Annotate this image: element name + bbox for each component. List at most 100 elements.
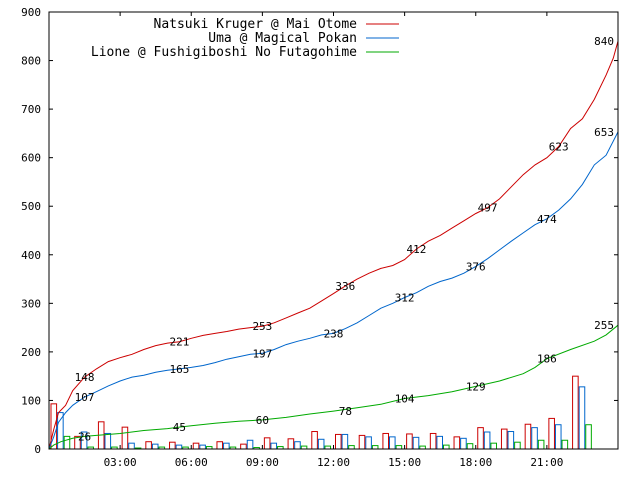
hourly-bar: [572, 375, 579, 450]
hourly-bar: [335, 433, 342, 450]
hourly-bar: [412, 436, 420, 450]
hourly-bar: [429, 432, 437, 450]
hourly-bar: [554, 424, 562, 450]
x-tick-label: 12:00: [317, 456, 350, 469]
data-label: 129: [466, 380, 486, 393]
y-tick-label: 300: [21, 297, 41, 310]
y-tick-label: 800: [21, 55, 41, 68]
data-label: 148: [75, 371, 95, 384]
hourly-bar: [490, 442, 498, 450]
hourly-bar: [578, 386, 586, 450]
series-line: [48, 40, 619, 450]
x-tick-label: 21:00: [530, 456, 563, 469]
hourly-bar: [199, 444, 206, 450]
data-label: 255: [594, 319, 614, 332]
data-label: 221: [169, 336, 189, 349]
hourly-bar: [389, 436, 396, 450]
legend-entry-label: Natsuki Kruger @ Mai Otome: [154, 17, 358, 32]
hourly-bar: [371, 445, 379, 450]
x-tick-label: 06:00: [175, 456, 208, 469]
data-label: 60: [256, 414, 269, 427]
y-tick-label: 0: [34, 443, 41, 456]
data-label: 840: [594, 35, 614, 48]
hourly-bar: [169, 441, 176, 450]
axes: 0 100 200 300 400 500 600 700 800 900 03:00 06:00 09…: [21, 6, 618, 469]
hourly-bar: [287, 438, 295, 450]
hourly-bar: [311, 431, 318, 450]
hourly-bar: [145, 441, 152, 450]
y-tick-label: 700: [21, 103, 41, 116]
data-label: 165: [169, 363, 189, 376]
x-tick-label: 15:00: [388, 456, 421, 469]
hourly-bar: [317, 438, 325, 450]
legend-entry-label: Uma @ Magical Pokan: [208, 31, 357, 46]
legend-entry-label: Lione @ Fushigiboshi No Futagohime: [91, 45, 357, 60]
hourly-bar: [548, 417, 555, 450]
hourly-bar: [270, 442, 278, 450]
hourly-bar: [507, 431, 515, 450]
x-tick-label: 03:00: [104, 456, 137, 469]
data-label: 107: [75, 391, 95, 404]
data-label: 336: [335, 280, 355, 293]
hourly-bar: [240, 443, 247, 450]
hourly-bar: [104, 432, 112, 450]
hourly-bar: [151, 443, 159, 450]
hourly-bar: [537, 439, 545, 450]
hourly-bar: [294, 441, 301, 450]
hourly-bar: [57, 412, 64, 450]
data-label: 497: [478, 202, 498, 215]
hourly-bar: [524, 423, 532, 450]
hourly-bar: [460, 437, 467, 450]
y-tick-label: 100: [21, 394, 41, 407]
data-label: 238: [324, 327, 344, 340]
hourly-bar: [341, 433, 349, 450]
y-tick-label: 200: [21, 346, 41, 359]
hourly-bar: [500, 428, 508, 450]
data-label: 376: [466, 260, 486, 273]
hourly-bar: [358, 434, 366, 450]
hourly-bar: [436, 435, 444, 450]
data-label: 104: [395, 393, 415, 406]
hourly-bar: [585, 424, 592, 450]
plot-frame: [48, 11, 619, 450]
hourly-bar: [192, 442, 200, 450]
hourly-bar: [365, 436, 372, 450]
y-tick-label: 900: [21, 6, 41, 19]
y-tick-label: 500: [21, 200, 41, 213]
hourly-bar: [382, 432, 390, 450]
hourly-bar: [561, 439, 569, 450]
hourly-bar: [263, 437, 271, 450]
hourly-bar: [246, 439, 254, 450]
hourly-bar: [216, 441, 224, 450]
hourly-bar: [453, 436, 461, 450]
hourly-bar: [348, 445, 355, 450]
hourly-bar: [466, 443, 474, 450]
hourly-bar: [443, 444, 450, 450]
x-tick-label: 18:00: [459, 456, 492, 469]
hourly-bar: [531, 427, 538, 450]
data-label: 653: [594, 126, 614, 139]
series-lines: [48, 40, 619, 450]
hourly-bar: [406, 433, 413, 450]
data-label: 197: [252, 347, 272, 360]
hourly-bar: [223, 442, 230, 450]
series-line: [48, 131, 619, 450]
data-label: 78: [339, 405, 352, 418]
hourly-bar: [483, 431, 491, 450]
y-tick-label: 400: [21, 249, 41, 262]
data-label: 623: [549, 140, 569, 153]
hourly-bar: [514, 441, 521, 450]
y-tick-label: 600: [21, 152, 41, 165]
data-label: 474: [537, 213, 557, 226]
hourly-bar: [175, 444, 183, 450]
data-label: 26: [78, 430, 91, 443]
x-tick-label: 09:00: [246, 456, 279, 469]
hourly-bar: [395, 445, 403, 450]
data-label: 186: [537, 353, 557, 366]
data-label: 412: [407, 243, 427, 256]
hourly-bar: [63, 435, 71, 450]
series-line: [48, 324, 619, 450]
hourly-bar: [477, 427, 484, 450]
